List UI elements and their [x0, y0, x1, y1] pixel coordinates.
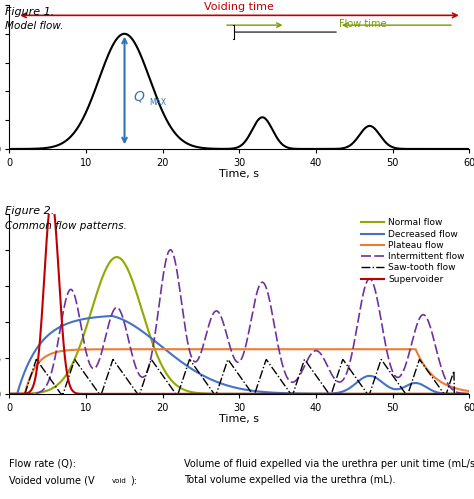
Plateau flow: [162, 346, 167, 352]
Saw-tooth flow: [84, 374, 90, 380]
Intermittent flow: [7, 391, 12, 397]
Normal flow: [258, 391, 264, 397]
Supervoider: [68, 385, 73, 391]
Decreased flow: [162, 346, 168, 352]
Text: Model flow.: Model flow.: [5, 21, 63, 31]
Saw-tooth flow: [34, 356, 39, 362]
Normal flow: [7, 391, 12, 397]
Saw-tooth flow: [7, 391, 12, 397]
Supervoider: [206, 391, 212, 397]
Normal flow: [84, 322, 90, 328]
Decreased flow: [109, 313, 115, 319]
Supervoider: [258, 391, 264, 397]
Intermittent flow: [68, 286, 73, 292]
Text: void: void: [111, 478, 126, 484]
Text: Flow rate (Q):: Flow rate (Q):: [9, 459, 76, 469]
Text: MAX: MAX: [149, 98, 166, 107]
Text: Common flow patterns.: Common flow patterns.: [5, 221, 127, 231]
Decreased flow: [7, 391, 12, 397]
Supervoider: [7, 391, 12, 397]
Decreased flow: [68, 319, 73, 325]
Plateau flow: [258, 346, 264, 352]
Saw-tooth flow: [68, 368, 73, 374]
Intermittent flow: [206, 321, 212, 327]
Supervoider: [84, 391, 90, 397]
Normal flow: [68, 365, 73, 371]
Saw-tooth flow: [162, 375, 168, 381]
Normal flow: [162, 368, 168, 374]
Line: Normal flow: Normal flow: [9, 257, 469, 394]
Decreased flow: [258, 389, 264, 395]
Text: Volume of fluid expelled via the urethra per unit time (mL/s).: Volume of fluid expelled via the urethra…: [184, 459, 474, 469]
Normal flow: [206, 391, 212, 397]
Text: Total volume expelled via the urethra (mL).: Total volume expelled via the urethra (m…: [184, 476, 396, 486]
Saw-tooth flow: [248, 390, 254, 396]
Supervoider: [248, 391, 254, 397]
Line: Supervoider: Supervoider: [9, 200, 469, 394]
Saw-tooth flow: [466, 391, 472, 397]
Intermittent flow: [162, 265, 167, 271]
Legend: Normal flow, Decreased flow, Plateau flow, Intermittent flow, Saw-tooth flow, Su: Normal flow, Decreased flow, Plateau flo…: [361, 219, 465, 284]
Plateau flow: [248, 346, 254, 352]
Line: Plateau flow: Plateau flow: [9, 349, 469, 394]
Plateau flow: [206, 346, 212, 352]
Intermittent flow: [248, 315, 254, 321]
Intermittent flow: [84, 352, 90, 358]
Plateau flow: [412, 346, 418, 352]
X-axis label: Time, s: Time, s: [219, 169, 259, 179]
Saw-tooth flow: [206, 384, 212, 390]
Plateau flow: [68, 347, 73, 353]
Decreased flow: [84, 315, 90, 321]
Text: Voiding time: Voiding time: [204, 2, 274, 12]
Text: Flow time: Flow time: [339, 19, 386, 29]
Saw-tooth flow: [258, 372, 264, 378]
Line: Decreased flow: Decreased flow: [9, 316, 469, 394]
Text: Voided volume (V: Voided volume (V: [9, 476, 95, 486]
Normal flow: [114, 254, 120, 260]
Normal flow: [466, 391, 472, 397]
Text: Figure 1.: Figure 1.: [5, 7, 54, 17]
Plateau flow: [7, 391, 12, 397]
Decreased flow: [466, 391, 472, 397]
Supervoider: [162, 391, 168, 397]
Decreased flow: [248, 388, 254, 394]
Intermittent flow: [258, 280, 264, 286]
Supervoider: [49, 197, 55, 203]
X-axis label: Time, s: Time, s: [219, 414, 259, 424]
Decreased flow: [206, 376, 212, 382]
Supervoider: [466, 391, 472, 397]
Line: Saw-tooth flow: Saw-tooth flow: [9, 359, 469, 394]
Line: Intermittent flow: Intermittent flow: [9, 250, 469, 394]
Intermittent flow: [168, 247, 173, 253]
Text: Figure 2.: Figure 2.: [5, 206, 54, 216]
Text: ):: ):: [130, 476, 137, 486]
Normal flow: [248, 391, 254, 397]
Plateau flow: [84, 346, 90, 352]
Intermittent flow: [466, 391, 472, 397]
Text: Q: Q: [134, 90, 145, 104]
Plateau flow: [466, 388, 472, 394]
